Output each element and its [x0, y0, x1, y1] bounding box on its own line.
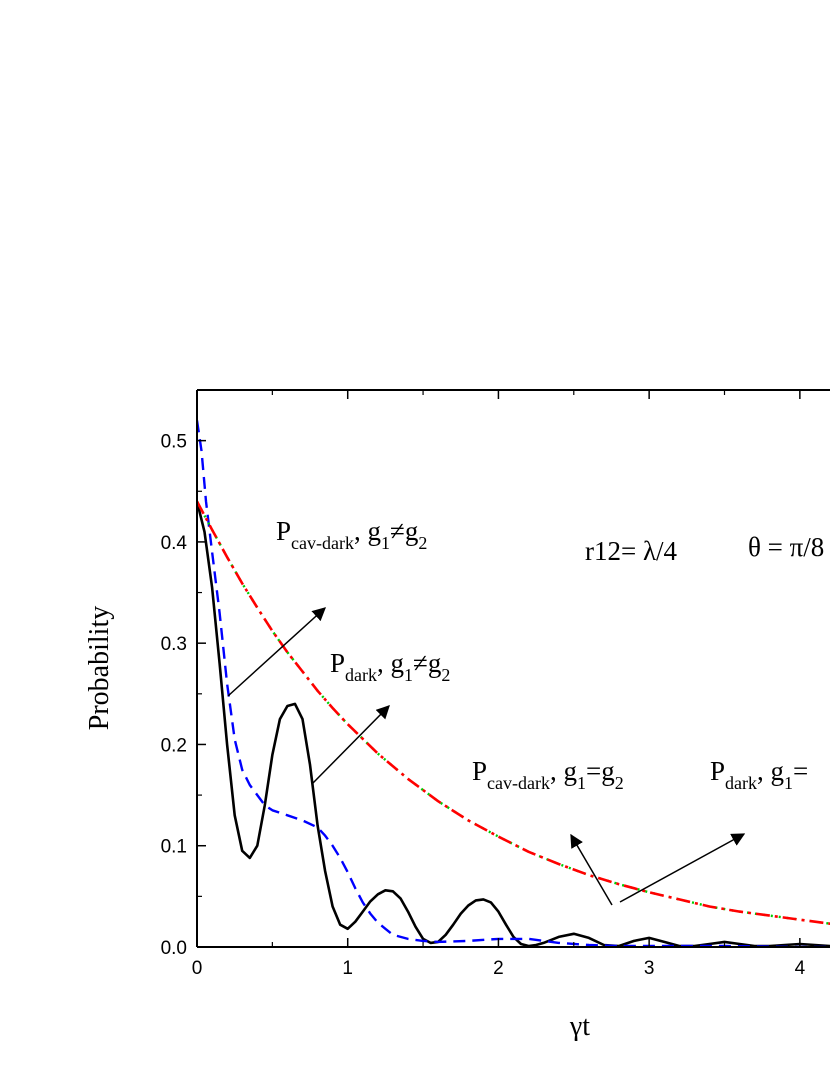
- arrow-pcavdark-equal: [570, 833, 613, 906]
- x-tick-label: 1: [342, 958, 353, 979]
- x-tick-label: 4: [795, 958, 806, 979]
- x-tick-label: 0: [192, 958, 203, 979]
- label-pdark-equal: Pdark, g1=: [710, 756, 808, 793]
- param-r12: r12= λ/4: [585, 536, 678, 566]
- series-layer: [197, 420, 830, 947]
- x-tick-label: 3: [644, 958, 655, 979]
- x-axis-title: γt: [569, 1011, 590, 1042]
- label-pdark-unequal: Pdark, g1≠g2: [330, 648, 450, 685]
- ticks-layer: 0 1 2 3 4 0.0 0.1 0.2 0.3 0.4 0.5: [161, 390, 806, 979]
- series-line-dotted: [197, 500, 830, 925]
- y-axis-title: Probability: [84, 606, 115, 730]
- series-line-dashdot: [197, 500, 830, 926]
- y-tick-label: 0.0: [161, 938, 187, 959]
- y-tick-label: 0.3: [161, 634, 187, 655]
- x-tick-label: 2: [493, 958, 504, 979]
- arrow-pcavdark-unequal: [227, 607, 326, 697]
- arrow-pdark-unequal: [311, 705, 390, 785]
- y-tick-label: 0.2: [161, 735, 187, 756]
- y-tick-label: 0.5: [161, 432, 187, 453]
- series-line-solid: [197, 501, 830, 947]
- y-tick-label: 0.4: [161, 533, 188, 554]
- series-line-dashed: [197, 420, 830, 947]
- y-tick-label: 0.1: [161, 837, 187, 858]
- arrow-pdark-equal: [619, 833, 746, 903]
- label-pcavdark-equal: Pcav-dark, g1=g2: [472, 756, 624, 793]
- label-pcavdark-unequal: Pcav-dark, g1≠g2: [276, 516, 427, 553]
- param-theta: θ = π/8: [748, 532, 824, 562]
